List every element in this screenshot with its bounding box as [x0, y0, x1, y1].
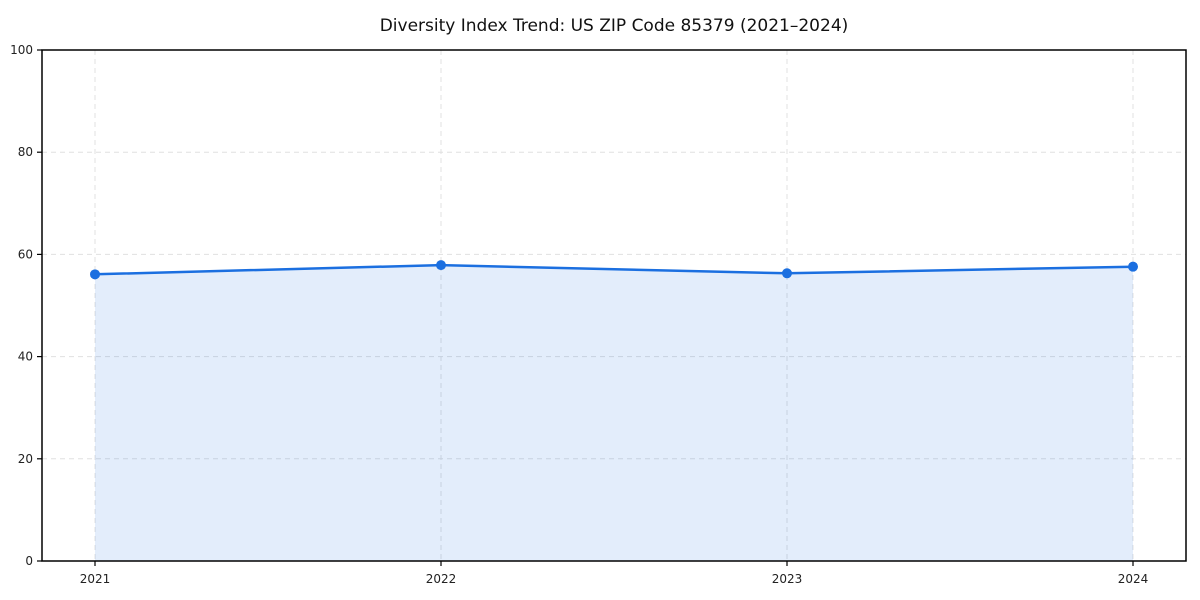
series-area: [95, 265, 1133, 561]
y-tick-label: 60: [18, 247, 33, 261]
y-tick-label: 0: [25, 554, 33, 568]
plot-border: [41, 49, 1187, 562]
y-tick-label: 100: [10, 43, 33, 57]
x-tick-label: 2023: [772, 572, 803, 586]
trend-line: [93, 263, 1135, 276]
x-tick-label: 2024: [1118, 572, 1149, 586]
data-point-marker: [436, 260, 446, 271]
series-line: [93, 263, 1135, 276]
x-tick-label: 2022: [426, 572, 457, 586]
area-fill: [95, 265, 1133, 561]
data-point-marker: [1128, 261, 1138, 272]
axes-spines: [41, 49, 1187, 562]
y-tick-label: 80: [18, 145, 33, 159]
y-tick-label: 40: [18, 350, 33, 364]
x-tick-label: 2021: [80, 572, 111, 586]
chart-title: Diversity Index Trend: US ZIP Code 85379…: [380, 16, 849, 36]
data-point-marker: [90, 269, 100, 280]
data-point-markers: [90, 260, 1138, 280]
axis-tick-labels: 0 20 40 60 80 100 2021 2022 2023 2024: [10, 43, 1148, 586]
axis-ticks: [37, 49, 1134, 566]
data-point-marker: [782, 268, 792, 279]
y-tick-label: 20: [18, 452, 33, 466]
gridlines: [42, 50, 1186, 561]
